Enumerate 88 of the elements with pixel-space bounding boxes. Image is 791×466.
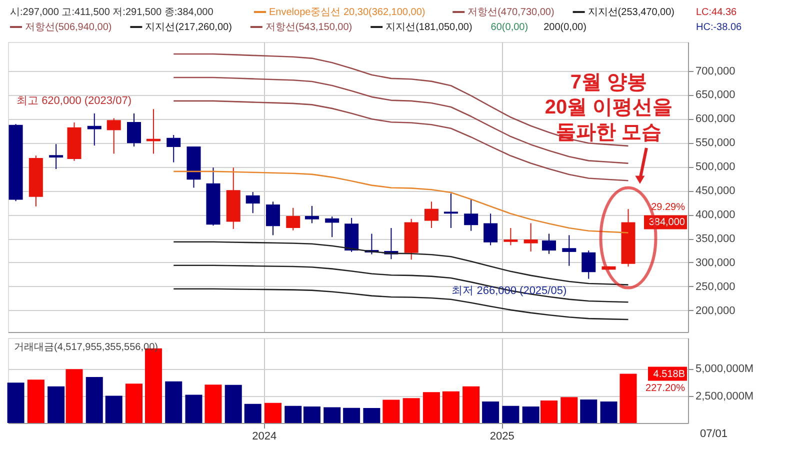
- line-series: [172, 241, 629, 286]
- candlestick: [49, 144, 64, 170]
- candlestick: [542, 233, 556, 254]
- bar: [7, 382, 24, 423]
- bar: [244, 404, 262, 423]
- bar: [105, 396, 122, 423]
- bar: [126, 384, 142, 423]
- bar: [620, 374, 637, 423]
- bar: [264, 402, 282, 423]
- series-label: 거래대금(4,517,955,355,556,00): [14, 342, 158, 353]
- text: 60(0,00): [490, 22, 528, 33]
- y-tick-label: 300,000: [696, 256, 736, 269]
- bar: [482, 402, 500, 423]
- annotation: 29.29%: [651, 202, 686, 214]
- bar: [442, 391, 460, 423]
- bar: [185, 394, 202, 423]
- legend-label: 지지선(253,470,00): [588, 7, 675, 18]
- bar: [48, 386, 65, 423]
- annotation: 384,000: [648, 217, 686, 228]
- legend-label: 저항선(470,730,00): [468, 7, 554, 18]
- y-tick-label: 700,000: [696, 65, 736, 78]
- bar: [27, 380, 44, 423]
- bar: [324, 407, 341, 423]
- x-tick-label: 2024: [252, 430, 277, 442]
- line-series: [172, 170, 629, 234]
- y-tick-label: 650,000: [696, 89, 736, 102]
- bar: [204, 384, 222, 423]
- candlestick: [286, 207, 300, 231]
- candlestick: [127, 112, 141, 147]
- annotation: 227.20%: [646, 382, 686, 394]
- text: 200(0,00): [544, 22, 586, 33]
- bar: [363, 408, 380, 423]
- y-tick-label: 200,000: [696, 304, 736, 317]
- text: 07/01: [700, 428, 728, 440]
- bar: [560, 397, 578, 423]
- candlestick: [562, 234, 576, 266]
- line-series: [172, 264, 629, 303]
- bar: [303, 406, 320, 423]
- bar: [284, 406, 302, 423]
- candlestick: [524, 222, 538, 252]
- candlestick: [304, 205, 319, 224]
- y-tick-label: 550,000: [696, 137, 736, 150]
- annotation: 7월 양봉 20월 이평선을 돌파한 모습: [544, 72, 673, 144]
- bar: [540, 400, 558, 423]
- text: LC:44.36: [696, 7, 738, 18]
- y-tick-label: 5,000,000M: [696, 363, 754, 376]
- bar: [402, 398, 420, 423]
- legend-label: 지지선(181,050,00): [386, 22, 472, 33]
- candlestick: [166, 134, 181, 163]
- candlestick: [246, 192, 260, 214]
- text: HC:-38.06: [696, 22, 742, 33]
- bar: [462, 386, 480, 423]
- legend-label: Envelope중심선 20,30(362,100,00): [269, 7, 426, 18]
- y-tick-label: 500,000: [696, 161, 736, 174]
- bar: [522, 406, 540, 423]
- candlestick: [444, 192, 458, 228]
- candlestick: [582, 250, 596, 280]
- y-tick-label: 2,500,000M: [696, 390, 754, 402]
- bar: [382, 400, 400, 423]
- y-tick-label: 450,000: [696, 185, 736, 198]
- candlestick: [504, 227, 518, 246]
- y-tick-label: 350,000: [696, 233, 736, 246]
- legend-label: 저항선(506,940,00): [25, 22, 112, 33]
- candlestick: [484, 213, 498, 246]
- bar: [343, 408, 360, 423]
- bar: [66, 369, 83, 423]
- candlestick: [106, 118, 121, 154]
- bar: [580, 399, 598, 423]
- y-tick-label: 400,000: [696, 209, 736, 222]
- x-tick-label: 2025: [490, 430, 514, 442]
- candlestick: [424, 201, 438, 228]
- y-tick-label: 600,000: [696, 113, 736, 126]
- bar: [224, 384, 242, 423]
- annotation: 4.518B: [653, 368, 686, 380]
- candlestick: [325, 216, 340, 238]
- bar: [502, 406, 520, 423]
- bar: [422, 392, 440, 423]
- bar: [600, 402, 618, 423]
- text: 시:297,000 고:411,500 저:291,500 종:384,000: [10, 7, 214, 18]
- bar: [165, 381, 182, 423]
- bar: [86, 377, 103, 423]
- legend-label: 저항선(543,150,00): [265, 22, 352, 33]
- annotation: 최고 620,000 (2023/07): [16, 95, 132, 108]
- candlestick: [266, 201, 280, 236]
- annotation: 최저 266,000 (2025/05): [452, 284, 567, 297]
- y-tick-label: 250,000: [696, 280, 736, 293]
- legend-label: 지지선(217,260,00): [145, 22, 232, 33]
- candlestick: [464, 198, 478, 232]
